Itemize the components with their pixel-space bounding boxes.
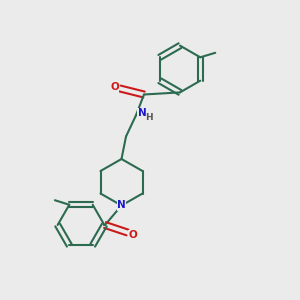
Text: O: O [110, 82, 119, 92]
Text: H: H [145, 112, 152, 122]
Text: O: O [128, 230, 137, 241]
Text: N: N [137, 108, 146, 118]
Text: N: N [117, 200, 126, 211]
